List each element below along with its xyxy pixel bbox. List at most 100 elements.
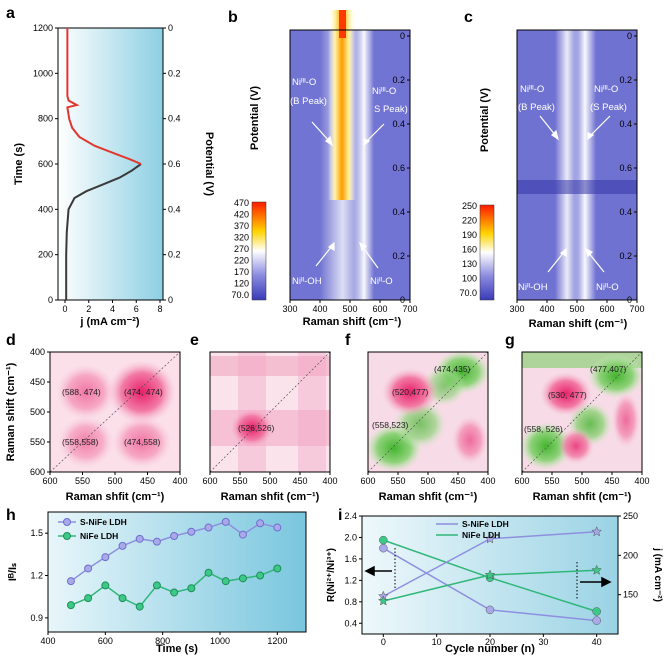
corr-peak-f5 bbox=[382, 368, 438, 416]
data-point-i-0 bbox=[379, 543, 388, 553]
data-point-h-1 bbox=[204, 568, 213, 577]
annotation-ni-oh: Niᴵᴵ-OH bbox=[292, 276, 322, 287]
annotation-c-ni-o: Niᴵᴵ-O bbox=[596, 282, 619, 293]
label-f1: (474,435) bbox=[434, 364, 471, 374]
label-d4: (474,558) bbox=[124, 437, 161, 447]
data-point-i-3 bbox=[484, 569, 496, 580]
y-tick-label: 0.8 bbox=[344, 597, 357, 607]
y-tick-label: 0 bbox=[168, 23, 173, 33]
y-tick-label: 800 bbox=[38, 114, 53, 124]
x-tick-label: 600 bbox=[360, 476, 375, 486]
corr-peak-d1 bbox=[56, 364, 116, 420]
label-f3: (558,523) bbox=[372, 420, 409, 430]
label-d2: (474, 474) bbox=[124, 387, 163, 397]
data-point-h-1 bbox=[66, 601, 75, 610]
colorbar-c-label: 220 bbox=[462, 216, 477, 226]
data-point-h-1 bbox=[221, 577, 230, 586]
panel-a: a 0 2 4 6 812001000800600400200000.20.40.60.… bbox=[6, 5, 215, 328]
y-tick-label: 0.4 bbox=[619, 207, 632, 217]
colorbar-c-ticks: 250 220 190 160 130 100 70.0 bbox=[459, 201, 477, 298]
data-point-h-0 bbox=[84, 564, 93, 573]
panel-f: f (474,435) (520,477) (558,523) 600 550 50… bbox=[345, 332, 496, 503]
y-tick-label: 0 bbox=[627, 295, 632, 305]
x-axis-title-a: j (mA cm⁻²) bbox=[79, 316, 140, 328]
data-point-h-1 bbox=[238, 574, 247, 583]
x-axis-title-h: Time (s) bbox=[156, 643, 198, 655]
y-tick-label: 0.9 bbox=[30, 613, 43, 623]
corr-peak-d4 bbox=[112, 416, 172, 468]
y-tick-label: 1200 bbox=[33, 23, 53, 33]
y-tick-label: 0 bbox=[400, 295, 405, 305]
colorbar-b-label: 470 bbox=[234, 198, 249, 208]
series-group-i bbox=[377, 526, 603, 625]
label-f2: (520,477) bbox=[392, 387, 429, 397]
colorbar-c bbox=[479, 204, 495, 301]
data-point-h-1 bbox=[187, 584, 196, 593]
x-tick-label: 500 bbox=[342, 304, 357, 314]
y-tick-label: 0.2 bbox=[168, 250, 181, 260]
label-g3: (558, 526) bbox=[524, 424, 563, 434]
panel-label-i: i bbox=[338, 507, 342, 524]
data-point-h-1 bbox=[118, 594, 127, 603]
data-point-i-1 bbox=[379, 535, 388, 545]
annotation-c-b-peak-sub: (B Peak) bbox=[518, 102, 555, 113]
panel-label-g: g bbox=[505, 332, 515, 349]
data-point-h-0 bbox=[238, 530, 247, 539]
panel-label-e: e bbox=[190, 332, 199, 349]
x-tick-label: 0 bbox=[62, 304, 67, 314]
colorbar-c-label: 190 bbox=[462, 230, 477, 240]
x-tick-label: 500 bbox=[569, 304, 584, 314]
label-d3: (558,558) bbox=[62, 437, 99, 447]
annotation-b-peak-sub: (B Peak) bbox=[290, 96, 327, 107]
y-axis-title-i: R(Ni²⁺/Ni³⁺) bbox=[326, 548, 337, 602]
y-axis-title-b: Potential (V) bbox=[249, 86, 261, 151]
panel-label-d: d bbox=[6, 332, 16, 349]
x-axis-title-c: Raman shift (cm⁻¹) bbox=[529, 318, 628, 330]
panel-i: i 0 10 20 30 40 0.4 0.8 1.2 1.6 2.0 2.4 150 200 250 S… bbox=[326, 507, 663, 655]
x-tick-label: 600 bbox=[202, 476, 217, 486]
colorbar-b-label: 120 bbox=[234, 279, 249, 289]
x-tick-label: 450 bbox=[604, 476, 619, 486]
panel-label-a: a bbox=[6, 5, 15, 22]
y-tick-label: 2.4 bbox=[344, 511, 357, 521]
y-tick-label: 0.6 bbox=[392, 163, 405, 173]
colorbar-c-label: 250 bbox=[462, 201, 477, 211]
y-tick-label: 500 bbox=[30, 407, 45, 417]
panel-d: d (588, 474) (474, 474) (558,558) (474,5… bbox=[5, 332, 188, 503]
x-tick-label: 400 bbox=[40, 636, 55, 646]
y-tick-label: 0 bbox=[627, 31, 632, 41]
axis-ticks-i: 0 10 20 30 40 0.4 0.8 1.2 1.6 2.0 2.4 150 200 250 bbox=[344, 511, 638, 647]
data-point-i-3 bbox=[377, 595, 389, 606]
y-tick-label: 200 bbox=[38, 250, 53, 260]
y-tick-label: 0.4 bbox=[392, 207, 405, 217]
colorbar-b-label: 370 bbox=[234, 221, 249, 231]
data-point-h-1 bbox=[135, 602, 144, 611]
x-tick-label: 40 bbox=[592, 637, 602, 647]
diagonal-e bbox=[209, 351, 331, 473]
axis-ticks-e: 600 550 500 450 400 bbox=[202, 472, 338, 486]
y-tick-label: 400 bbox=[38, 204, 53, 214]
heatmap-b-peak-max bbox=[339, 10, 346, 38]
label-e1: (526,526) bbox=[238, 423, 275, 433]
x-tick-label: 550 bbox=[544, 476, 559, 486]
y2-axis-title-i: j (mA cm⁻²) bbox=[652, 547, 663, 602]
y-tick-label: 0.4 bbox=[168, 114, 181, 124]
colorbar-b-label: 170 bbox=[234, 267, 249, 277]
label-g1: (477,407) bbox=[590, 364, 627, 374]
x-tick-label: 400 bbox=[539, 304, 554, 314]
y-tick-label: 0.2 bbox=[619, 251, 632, 261]
legend-i: S-NiFe LDH NiFe LDH bbox=[436, 519, 509, 540]
x-tick-label: 30 bbox=[538, 637, 548, 647]
x-tick-label: 0 bbox=[381, 637, 386, 647]
annotation-s-peak-sub: S Peak) bbox=[374, 104, 408, 115]
y-tick-label: 0.4 bbox=[392, 119, 405, 129]
y-tick-label: 1.2 bbox=[30, 571, 43, 581]
x-tick-label: 450 bbox=[292, 476, 307, 486]
x-tick-label: 4 bbox=[110, 304, 115, 314]
data-point-h-0 bbox=[152, 537, 161, 546]
colorbar-c-label: 100 bbox=[462, 274, 477, 284]
y-axis-title-d: Raman shift (cm⁻¹) bbox=[5, 362, 17, 461]
y-tick-label: 0.4 bbox=[619, 119, 632, 129]
